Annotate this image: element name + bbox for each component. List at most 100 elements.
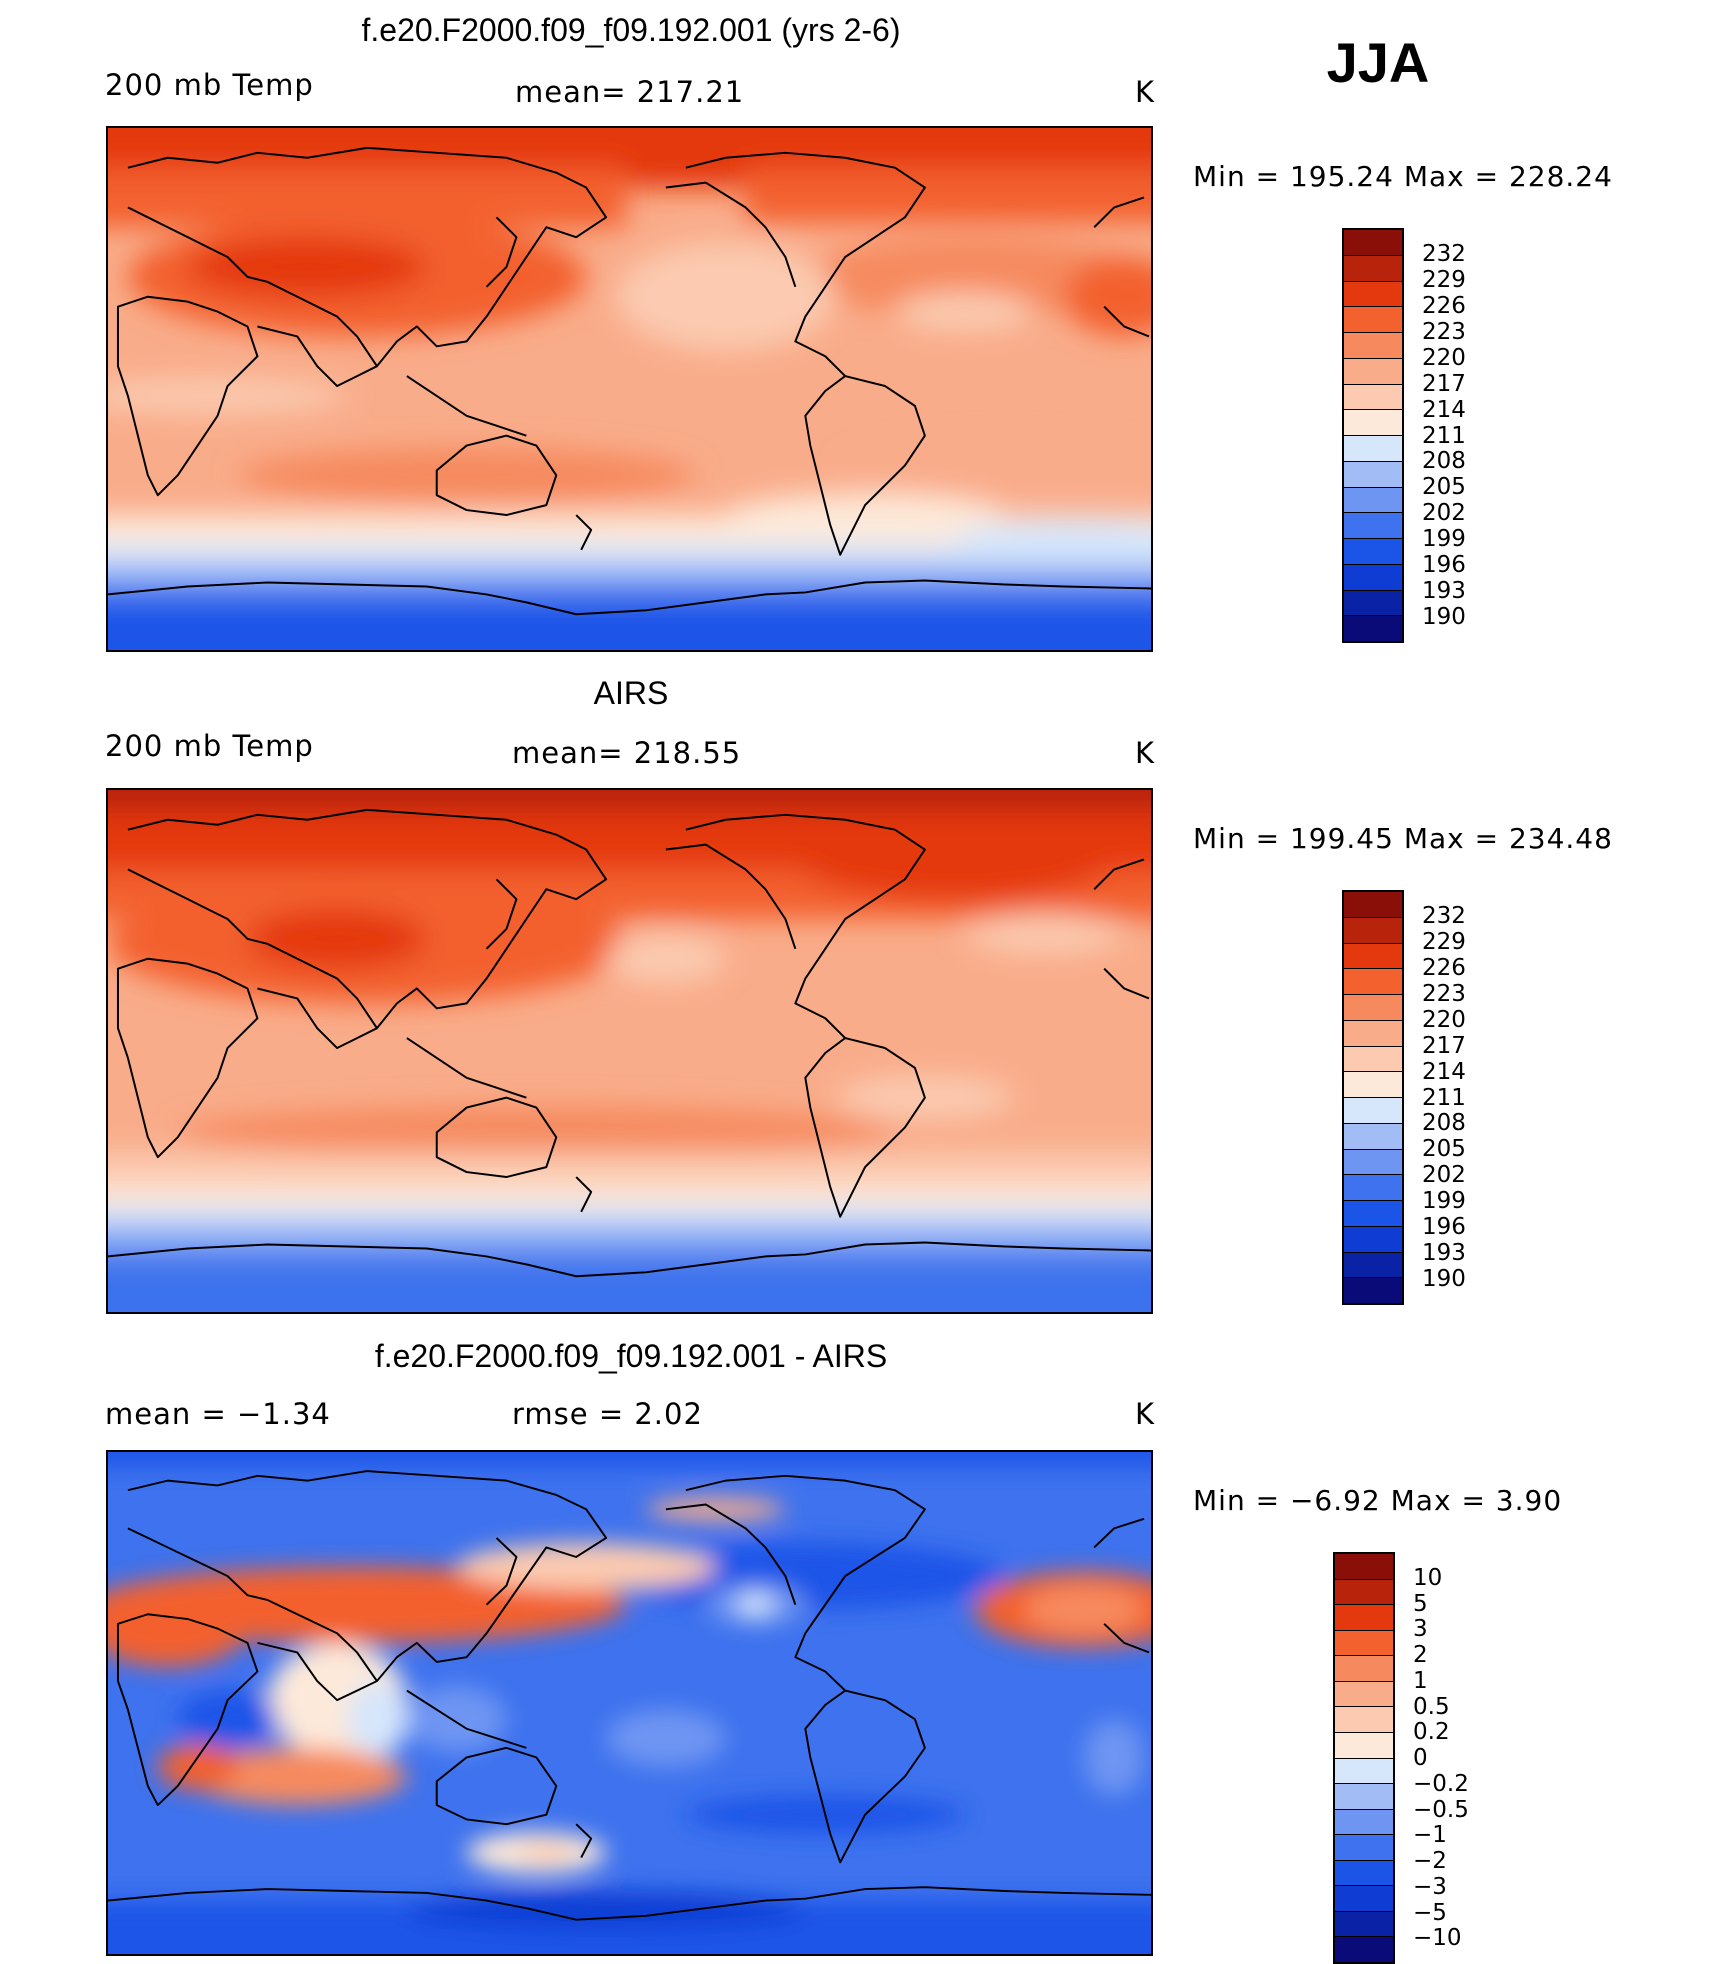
colorbar-tick-label: 193 [1422,1240,1466,1267]
panel3-colorbar [1333,1552,1395,1964]
colorbar-segment [1335,1937,1393,1962]
panel2-map [106,788,1153,1314]
colorbar-tick-label: 196 [1422,1214,1466,1241]
colorbar-segment [1335,1911,1393,1938]
colorbar-segment [1344,995,1402,1021]
colorbar-tick-label: 211 [1422,1084,1466,1111]
colorbar-segment [1344,917,1402,944]
panel2-map-svg [108,790,1151,1312]
colorbar-segment [1344,230,1402,256]
colorbar-tick-label: 229 [1422,266,1466,293]
colorbar-segment [1335,1809,1393,1836]
colorbar-tick-label: 214 [1422,1058,1466,1085]
colorbar-segment [1344,255,1402,282]
colorbar-segment [1335,1860,1393,1887]
colorbar-tick-label: 220 [1422,344,1466,371]
colorbar-segment [1344,307,1402,333]
colorbar-tick-label: −2 [1413,1848,1447,1874]
colorbar-segment [1344,358,1402,385]
colorbar-tick-label: −0.5 [1413,1796,1469,1823]
panel2-mean-label: mean= 218.55 [512,736,742,770]
panel3-colorbar-segments [1335,1554,1393,1962]
colorbar-tick-label: 232 [1422,902,1466,929]
colorbar-tick-label: 199 [1422,526,1466,553]
colorbar-segment [1344,590,1402,617]
colorbar-segment [1344,1252,1402,1279]
colorbar-tick-label: −5 [1413,1899,1447,1926]
colorbar-tick-label: 202 [1422,1162,1466,1189]
colorbar-tick-label: 190 [1422,604,1466,631]
colorbar-segment [1335,1656,1393,1682]
colorbar-tick-label: 217 [1422,370,1466,397]
colorbar-segment [1344,1020,1402,1047]
colorbar-tick-label: 0 [1413,1745,1428,1771]
colorbar-segment [1344,1226,1402,1253]
panel2-colorbar [1342,890,1404,1305]
colorbar-tick-label: −3 [1413,1873,1447,1900]
panel1-map-svg [108,128,1151,650]
panel2-variable-label: 200 mb Temp [105,729,314,763]
colorbar-segment [1344,384,1402,411]
colorbar-tick-label: 223 [1422,318,1466,345]
panel1-variable-label: 200 mb Temp [105,68,314,102]
colorbar-segment [1344,539,1402,565]
colorbar-segment [1344,1072,1402,1098]
colorbar-tick-label: 223 [1422,980,1466,1007]
colorbar-tick-label: 193 [1422,578,1466,605]
colorbar-segment [1344,1123,1402,1150]
colorbar-segment [1344,969,1402,995]
panel1-title: f.e20.F2000.f09_f09.192.001 (yrs 2-6) [361,12,901,48]
panel1-map [106,126,1153,652]
colorbar-tick-label: 214 [1422,396,1466,423]
colorbar-segment [1335,1835,1393,1861]
colorbar-segment [1335,1630,1393,1657]
colorbar-tick-label: 208 [1422,1110,1466,1137]
colorbar-tick-label: 226 [1422,954,1466,981]
colorbar-tick-label: 0.2 [1413,1719,1450,1746]
panel1-units-label: K [1135,75,1156,109]
colorbar-tick-label: 190 [1422,1266,1466,1293]
colorbar-segment [1344,943,1402,970]
panel3-units-label: K [1135,1397,1156,1431]
colorbar-tick-label: 5 [1413,1590,1428,1617]
panel3-map [106,1450,1153,1956]
colorbar-segment [1344,513,1402,539]
season-label: JJA [1326,31,1430,94]
panel1-mean-label: mean= 217.21 [515,75,745,109]
colorbar-segment [1344,461,1402,488]
colorbar-tick-label: 232 [1422,240,1466,267]
colorbar-tick-label: 226 [1422,292,1466,319]
panel2-units-label: K [1135,736,1156,770]
panel2-title: AIRS [593,675,669,711]
panel3-title: f.e20.F2000.f09_f09.192.001 - AIRS [374,1338,888,1374]
colorbar-tick-label: 1 [1413,1667,1428,1694]
colorbar-tick-label: −0.2 [1413,1770,1469,1797]
colorbar-segment [1335,1784,1393,1810]
colorbar-segment [1335,1886,1393,1912]
panel3-rmse-label: rmse = 2.02 [512,1397,703,1431]
colorbar-segment [1344,1098,1402,1124]
colorbar-tick-label: 220 [1422,1006,1466,1033]
colorbar-tick-label: 205 [1422,1136,1466,1163]
colorbar-segment [1344,1201,1402,1227]
colorbar-segment [1344,1149,1402,1176]
colorbar-segment [1344,487,1402,514]
colorbar-segment [1344,1175,1402,1201]
panel3-mean-label: mean = −1.34 [105,1397,331,1431]
colorbar-tick-label: −1 [1413,1822,1447,1849]
colorbar-tick-label: 196 [1422,552,1466,579]
colorbar-segment [1344,616,1402,641]
panel3-min-max: Min = −6.92 Max = 3.90 [1193,1484,1563,1517]
panel1-min-max: Min = 195.24 Max = 228.24 [1193,160,1613,193]
colorbar-segment [1344,281,1402,308]
colorbar-tick-label: 208 [1422,448,1466,475]
panel2-colorbar-labels: 232 229 226 223 220 217 214 211 208 205 202 199 196 1… [1422,890,1522,1305]
panel2-min-max: Min = 199.45 Max = 234.48 [1193,822,1613,855]
panel2-colorbar-segments [1344,892,1402,1303]
colorbar-segment [1335,1758,1393,1785]
colorbar-tick-label: 3 [1413,1616,1428,1643]
colorbar-segment [1335,1605,1393,1631]
panel3-map-svg [108,1452,1151,1954]
colorbar-segment [1344,892,1402,918]
colorbar-tick-label: 199 [1422,1188,1466,1215]
